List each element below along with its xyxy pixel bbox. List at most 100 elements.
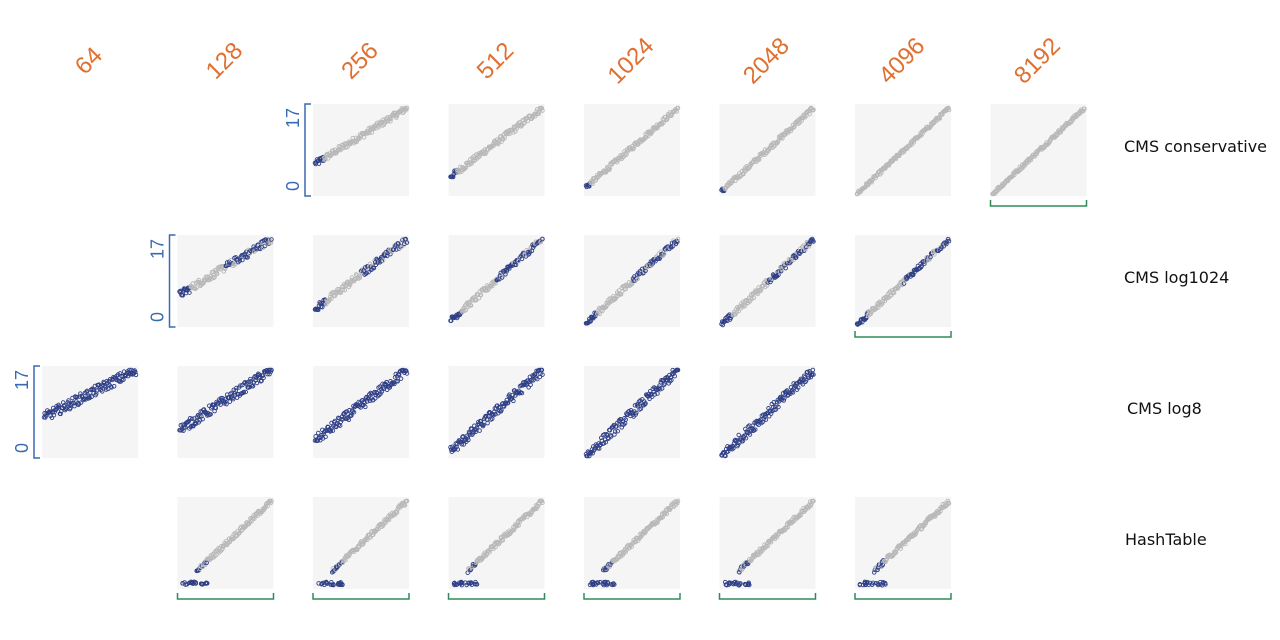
- data-point: [349, 413, 354, 418]
- data-point: [655, 520, 660, 525]
- data-point: [620, 154, 626, 160]
- data-point: [655, 391, 660, 396]
- panel-cms-log8-64: 17 0: [12, 365, 139, 459]
- data-point: [530, 378, 536, 383]
- data-point: [404, 498, 410, 504]
- data-point: [661, 251, 667, 257]
- data-point: [188, 580, 193, 585]
- data-point: [533, 111, 539, 117]
- data-point: [121, 377, 126, 382]
- column-header-2048: 2048: [738, 33, 795, 90]
- data-point: [946, 500, 951, 506]
- data-point: [742, 304, 747, 309]
- data-point: [763, 417, 769, 422]
- data-point: [477, 154, 482, 159]
- data-point: [774, 399, 780, 405]
- data-point: [606, 436, 611, 441]
- panel-cms-log1024-1024: [583, 235, 681, 327]
- data-point: [208, 412, 213, 417]
- data-point: [230, 396, 236, 402]
- data-point: [740, 438, 745, 444]
- data-point: [799, 377, 804, 383]
- data-point: [481, 422, 486, 428]
- data-point: [465, 435, 470, 440]
- data-point: [473, 429, 478, 435]
- data-point: [659, 386, 665, 391]
- panel-cms-log8-2048: [719, 366, 816, 459]
- data-point: [499, 408, 504, 413]
- data-point: [862, 185, 868, 190]
- data-point: [603, 581, 609, 587]
- data-point: [316, 161, 322, 166]
- data-point: [519, 256, 525, 262]
- data-point: [448, 445, 453, 450]
- data-point: [937, 116, 942, 121]
- data-point: [803, 244, 809, 250]
- data-point: [532, 372, 538, 377]
- data-point: [623, 417, 628, 422]
- data-point: [790, 390, 796, 395]
- data-point: [669, 113, 674, 119]
- data-point: [89, 394, 94, 400]
- data-point: [783, 265, 788, 271]
- data-point: [469, 582, 475, 587]
- data-point: [474, 582, 480, 587]
- data-point: [511, 527, 517, 533]
- data-point: [608, 434, 614, 439]
- data-point: [500, 538, 506, 543]
- row-label-cms-conservative: CMS conservative: [1124, 137, 1267, 156]
- data-point: [753, 427, 758, 432]
- data-point: [811, 107, 816, 113]
- data-point: [867, 580, 873, 586]
- data-point: [499, 537, 505, 542]
- data-point: [540, 108, 545, 113]
- data-point: [200, 416, 205, 422]
- data-point: [212, 274, 217, 280]
- data-point: [404, 371, 410, 376]
- data-point: [232, 262, 238, 267]
- y-tick-label-17: 17: [12, 370, 32, 390]
- panel-background: [313, 366, 409, 458]
- x-axis-bracket: [989, 200, 1088, 207]
- x-axis-bracket: [854, 331, 952, 338]
- data-point: [237, 258, 242, 263]
- data-point: [807, 241, 812, 247]
- data-point: [194, 285, 199, 290]
- panel-cms-conservative-512: [448, 104, 545, 196]
- y-tick-label-17: 17: [283, 108, 303, 128]
- panel-cms-log1024-2048: [719, 235, 816, 328]
- data-point: [404, 105, 410, 111]
- data-point: [722, 579, 728, 585]
- data-point: [261, 375, 266, 381]
- data-point: [242, 524, 248, 530]
- data-point: [540, 236, 545, 242]
- data-point: [329, 296, 334, 301]
- data-point: [736, 432, 741, 438]
- data-point: [891, 290, 897, 296]
- data-point: [448, 318, 454, 323]
- data-point: [180, 293, 186, 298]
- row-labels: CMS conservative CMS log1024 CMS log8 HashT…: [1124, 137, 1267, 549]
- data-point: [513, 262, 519, 268]
- data-point: [83, 397, 88, 402]
- data-point: [765, 543, 771, 549]
- x-axis-bracket: [312, 593, 410, 600]
- data-point: [404, 368, 409, 374]
- data-point: [111, 383, 117, 389]
- data-point: [367, 130, 372, 136]
- data-point: [197, 414, 202, 419]
- data-point: [946, 501, 952, 506]
- data-point: [214, 271, 220, 277]
- data-point: [468, 303, 474, 308]
- data-point: [893, 550, 899, 555]
- data-point: [107, 377, 113, 382]
- data-point: [394, 115, 399, 120]
- data-point: [768, 409, 773, 414]
- data-point: [675, 500, 680, 506]
- data-point: [534, 376, 540, 382]
- data-point: [74, 394, 80, 400]
- data-point: [895, 286, 901, 291]
- panel-hashtable-128: [176, 497, 275, 600]
- data-point: [336, 581, 341, 586]
- data-point: [743, 435, 749, 441]
